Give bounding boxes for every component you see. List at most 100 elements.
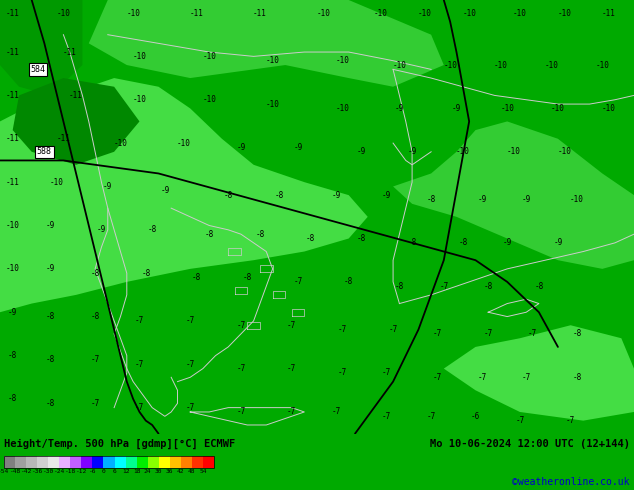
Text: -10: -10 (513, 8, 527, 18)
Text: -10: -10 (507, 147, 521, 156)
Text: 0: 0 (101, 469, 105, 474)
Text: -10: -10 (6, 221, 20, 230)
Polygon shape (0, 0, 82, 96)
Text: -7: -7 (287, 364, 296, 373)
Text: -8: -8 (91, 312, 100, 321)
Text: -10: -10 (266, 56, 280, 65)
Text: -9: -9 (522, 195, 531, 204)
Text: 6: 6 (113, 469, 117, 474)
Text: -10: -10 (177, 139, 191, 147)
Text: -10: -10 (133, 95, 146, 104)
Bar (137, 456, 148, 468)
Text: -7: -7 (382, 412, 391, 421)
Text: -8: -8 (243, 273, 252, 282)
Text: -8: -8 (46, 312, 55, 321)
Text: 36: 36 (166, 469, 174, 474)
Text: -8: -8 (344, 277, 353, 286)
Text: -8: -8 (395, 282, 404, 291)
Text: -7: -7 (566, 416, 575, 425)
Text: -6: -6 (89, 469, 96, 474)
Text: 18: 18 (133, 469, 140, 474)
Bar (181, 456, 192, 468)
Bar (93, 456, 103, 468)
Bar (148, 456, 158, 468)
Bar (81, 456, 93, 468)
Text: -7: -7 (135, 360, 144, 369)
Text: -10: -10 (126, 8, 140, 18)
Text: -8: -8 (46, 355, 55, 365)
Text: -10: -10 (50, 178, 64, 187)
Text: -9: -9 (294, 143, 302, 152)
Text: -8: -8 (408, 238, 417, 247)
Text: -7: -7 (338, 368, 347, 377)
Bar (103, 456, 115, 468)
Text: -7: -7 (236, 364, 245, 373)
Bar (192, 456, 203, 468)
Bar (158, 456, 170, 468)
Text: -8: -8 (306, 234, 315, 243)
Bar (115, 456, 126, 468)
Text: -7: -7 (382, 368, 391, 377)
Text: -9: -9 (452, 104, 461, 113)
Text: -7: -7 (433, 373, 442, 382)
Text: Mo 10-06-2024 12:00 UTC (12+144): Mo 10-06-2024 12:00 UTC (12+144) (430, 439, 630, 449)
Text: -7: -7 (522, 373, 531, 382)
Text: -11: -11 (6, 48, 20, 56)
Text: -10: -10 (462, 8, 476, 18)
Text: -42: -42 (20, 469, 32, 474)
Text: -10: -10 (500, 104, 514, 113)
Text: -11: -11 (56, 134, 70, 143)
Text: -10: -10 (202, 52, 216, 61)
Text: -10: -10 (6, 265, 20, 273)
Text: -10: -10 (595, 61, 609, 70)
Text: -7: -7 (439, 282, 448, 291)
Text: -6: -6 (471, 412, 480, 421)
Text: -9: -9 (408, 147, 417, 156)
Text: -7: -7 (236, 408, 245, 416)
Text: -10: -10 (373, 8, 387, 18)
Text: -48: -48 (10, 469, 21, 474)
Text: ©weatheronline.co.uk: ©weatheronline.co.uk (512, 477, 630, 487)
Bar (203, 456, 214, 468)
Text: -10: -10 (266, 99, 280, 109)
Text: -10: -10 (202, 95, 216, 104)
Text: -8: -8 (91, 269, 100, 278)
Text: -9: -9 (103, 182, 112, 191)
Text: -9: -9 (97, 225, 106, 234)
Bar (4, 456, 214, 468)
Text: -10: -10 (494, 61, 508, 70)
Text: -9: -9 (503, 238, 512, 247)
Text: 48: 48 (188, 469, 196, 474)
Text: -9: -9 (395, 104, 404, 113)
Text: -9: -9 (46, 265, 55, 273)
Text: -10: -10 (316, 8, 330, 18)
Text: -10: -10 (56, 8, 70, 18)
Text: -10: -10 (456, 147, 470, 156)
Text: -12: -12 (75, 469, 87, 474)
Text: -8: -8 (141, 269, 150, 278)
Text: -8: -8 (8, 394, 17, 403)
Text: -7: -7 (186, 360, 195, 369)
Text: -11: -11 (63, 48, 77, 56)
Text: -11: -11 (69, 91, 83, 100)
Bar (59, 456, 70, 468)
Text: -7: -7 (91, 399, 100, 408)
Bar (170, 456, 181, 468)
Text: -8: -8 (458, 238, 467, 247)
Text: -11: -11 (253, 8, 267, 18)
Text: 12: 12 (122, 469, 129, 474)
Text: -7: -7 (135, 317, 144, 325)
Text: 24: 24 (144, 469, 152, 474)
Text: -11: -11 (6, 91, 20, 100)
Text: -7: -7 (287, 408, 296, 416)
Bar (126, 456, 137, 468)
Text: -9: -9 (477, 195, 486, 204)
Text: -7: -7 (477, 373, 486, 382)
Text: -24: -24 (54, 469, 65, 474)
Text: -7: -7 (389, 325, 398, 334)
Text: -9: -9 (382, 191, 391, 199)
Text: Height/Temp. 500 hPa [gdmp][°C] ECMWF: Height/Temp. 500 hPa [gdmp][°C] ECMWF (4, 439, 235, 449)
Text: 584: 584 (30, 65, 46, 74)
Text: -8: -8 (148, 225, 157, 234)
Text: -9: -9 (332, 191, 340, 199)
